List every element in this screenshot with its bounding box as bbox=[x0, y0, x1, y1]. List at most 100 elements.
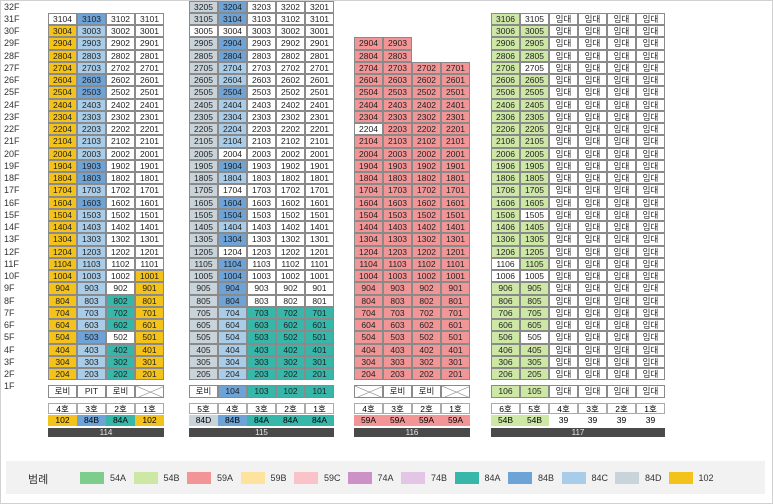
unit-cell: 임대 bbox=[636, 368, 665, 381]
unit-cell: 1101 bbox=[305, 257, 334, 270]
ho-label: 5호 bbox=[189, 403, 218, 414]
unit-cell: 2802 bbox=[106, 49, 135, 62]
unit-cell: 1603 bbox=[77, 196, 106, 209]
unit-cell: 2604 bbox=[354, 74, 383, 87]
unit-type-label: 39 bbox=[549, 415, 578, 426]
unit-cell: 2505 bbox=[189, 86, 218, 99]
unit-cell: 1403 bbox=[247, 221, 276, 234]
unit-cell: 2404 bbox=[218, 98, 247, 111]
legend: 범례 54A 54B 59A 59B 59C 74A 74B 84A 84B 84C 84D 102 bbox=[6, 461, 765, 494]
unit-cell: 1502 bbox=[106, 208, 135, 221]
unit-cell: 임대 bbox=[636, 257, 665, 270]
unit-cell: 1702 bbox=[106, 184, 135, 197]
unit-cell: 2305 bbox=[520, 110, 549, 123]
unit-cell: 2102 bbox=[276, 135, 305, 148]
unit-cell: 2201 bbox=[135, 123, 164, 136]
unit-cell: 1301 bbox=[441, 233, 470, 246]
unit-cell: 605 bbox=[520, 319, 549, 332]
unit-cell: 602 bbox=[412, 319, 441, 332]
floor-label: 21F bbox=[4, 136, 20, 147]
unit-cell: 1904 bbox=[218, 159, 247, 172]
ho-label: 1호 bbox=[135, 403, 164, 414]
unit-cell: 1401 bbox=[441, 221, 470, 234]
unit-cell: 2701 bbox=[441, 61, 470, 74]
unit-cell: 2604 bbox=[48, 74, 77, 87]
unit-cell: 2505 bbox=[520, 86, 549, 99]
unit-cell: 1104 bbox=[354, 257, 383, 270]
floor-label: 7F bbox=[4, 307, 15, 318]
unit-cell: 3104 bbox=[48, 12, 77, 25]
legend-swatch bbox=[615, 472, 639, 484]
legend-swatch bbox=[561, 472, 586, 484]
unit-cell: 임대 bbox=[636, 98, 665, 111]
unit-cell: 1103 bbox=[77, 257, 106, 270]
unit-cell: 203 bbox=[383, 368, 412, 381]
unit-cell: 1602 bbox=[412, 196, 441, 209]
unit-cell: 501 bbox=[441, 331, 470, 344]
unit-cell: 1003 bbox=[383, 270, 412, 283]
unit-cell: 2403 bbox=[247, 98, 276, 111]
unit-cell: 2903 bbox=[383, 37, 412, 50]
unit-cell: 임대 bbox=[549, 331, 578, 344]
unit-cell: 2202 bbox=[412, 123, 441, 136]
unit-cell: 801 bbox=[441, 294, 470, 307]
unit-cell: 204 bbox=[218, 368, 247, 381]
unit-cell: 2804 bbox=[48, 49, 77, 62]
unit-cell: 404 bbox=[48, 343, 77, 356]
unit-cell: 403 bbox=[247, 343, 276, 356]
unit-cell: 2805 bbox=[520, 49, 549, 62]
unit-cell: 304 bbox=[218, 355, 247, 368]
unit-cell: 임대 bbox=[607, 368, 636, 381]
unit-cell: 임대 bbox=[636, 110, 665, 123]
unit-cell: 1001 bbox=[305, 270, 334, 283]
unit-cell: 1103 bbox=[383, 257, 412, 270]
unit-cell: 임대 bbox=[607, 25, 636, 38]
unit-cell: 2806 bbox=[491, 49, 520, 62]
unit-cell: 804 bbox=[218, 294, 247, 307]
unit-cell: 903 bbox=[247, 282, 276, 295]
unit-cell: 2001 bbox=[441, 147, 470, 160]
ho-label: 6호 bbox=[491, 403, 520, 414]
unit-cell: 2001 bbox=[305, 147, 334, 160]
unit-type-label: 39 bbox=[636, 415, 665, 426]
unit-cell: 1705 bbox=[189, 184, 218, 197]
first-floor-cell: 102 bbox=[276, 385, 305, 398]
unit-cell: 302 bbox=[106, 355, 135, 368]
unit-cell: 2904 bbox=[218, 37, 247, 50]
unit-cell: 1601 bbox=[305, 196, 334, 209]
floor-label: 9F bbox=[4, 283, 15, 294]
unit-type-label: 84D bbox=[189, 415, 218, 426]
legend-label: 84D bbox=[645, 473, 662, 483]
unit-cell: 1202 bbox=[412, 245, 441, 258]
unit-cell: 602 bbox=[276, 319, 305, 332]
building-name: 115 bbox=[189, 428, 334, 437]
floor-label: 22F bbox=[4, 124, 20, 134]
legend-label: 84A bbox=[484, 473, 501, 483]
unit-cell: 701 bbox=[135, 306, 164, 319]
unit-cell: 1101 bbox=[441, 257, 470, 270]
unit-cell: 1501 bbox=[135, 208, 164, 221]
unit-cell: 2804 bbox=[218, 49, 247, 62]
unit-cell: 205 bbox=[520, 368, 549, 381]
unit-cell: 2005 bbox=[520, 147, 549, 160]
empty-cell bbox=[135, 385, 164, 398]
unit-cell: 임대 bbox=[578, 123, 607, 136]
unit-cell: 501 bbox=[135, 331, 164, 344]
unit-cell: 1202 bbox=[276, 245, 305, 258]
unit-cell: 2706 bbox=[491, 61, 520, 74]
unit-cell: 2503 bbox=[383, 86, 412, 99]
unit-cell: 2304 bbox=[218, 110, 247, 123]
unit-cell: 802 bbox=[276, 294, 305, 307]
unit-cell: 1402 bbox=[106, 221, 135, 234]
unit-cell: 305 bbox=[189, 355, 218, 368]
unit-cell: 2501 bbox=[305, 86, 334, 99]
empty-cell bbox=[441, 385, 470, 398]
unit-cell: 1703 bbox=[77, 184, 106, 197]
unit-cell: 401 bbox=[305, 343, 334, 356]
unit-cell: 임대 bbox=[607, 208, 636, 221]
unit-cell: 1604 bbox=[218, 196, 247, 209]
first-floor-cell: 로비 bbox=[189, 385, 218, 398]
unit-cell: 임대 bbox=[549, 37, 578, 50]
unit-cell: 임대 bbox=[578, 110, 607, 123]
unit-cell: 2903 bbox=[247, 37, 276, 50]
